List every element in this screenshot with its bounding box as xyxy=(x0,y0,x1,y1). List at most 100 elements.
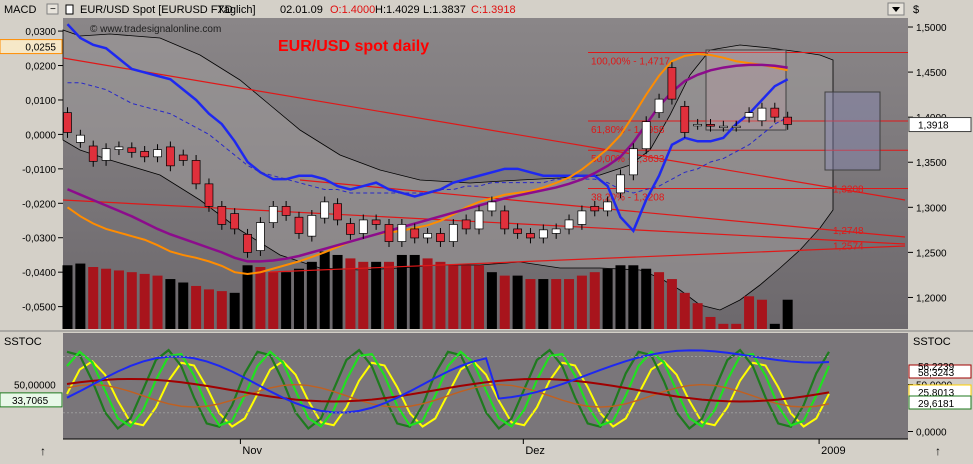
bull-candle xyxy=(538,229,548,239)
bear-candle xyxy=(243,233,252,253)
bear-candle xyxy=(783,116,793,125)
histogram-bar xyxy=(229,292,240,329)
histogram-bar xyxy=(731,323,742,329)
price-tick-label: 1,2500 xyxy=(916,248,947,259)
histogram-bar xyxy=(165,279,176,329)
bear-candle xyxy=(680,105,690,133)
price-tick-label: 1,5000 xyxy=(916,23,947,34)
bear-candle xyxy=(500,210,510,230)
histogram-bar xyxy=(62,265,73,329)
sstoc-lines xyxy=(66,348,831,431)
histogram-bar xyxy=(679,292,690,329)
sstoc-darkgreen-line xyxy=(66,348,830,431)
bear-candle xyxy=(204,183,214,207)
macd-tick-label: -0,0400 xyxy=(22,268,56,279)
bull-candle xyxy=(268,206,278,223)
price-axis-panel xyxy=(908,0,973,459)
price-tick-label: 1,4500 xyxy=(916,68,947,79)
collapse-button[interactable] xyxy=(46,3,59,15)
histogram-bar xyxy=(358,261,369,329)
histogram-bar xyxy=(448,265,459,329)
close-label: C:1.3918 xyxy=(471,4,516,16)
price-tick-label: 1,3000 xyxy=(916,203,947,214)
scroll-left-arrow-icon[interactable]: ↑ xyxy=(40,444,46,458)
bull-candle xyxy=(101,148,111,161)
sstoc-left-badge xyxy=(0,392,63,408)
sstoc-left-tick-label: 50,00000 xyxy=(14,381,56,392)
histogram-bar xyxy=(782,299,793,329)
sstoc-tick-label: 0,0000 xyxy=(916,427,947,438)
bear-candle xyxy=(667,67,677,100)
price-axis: 1,50001,45001,40001,35001,30001,25001,20… xyxy=(908,23,972,304)
histogram-bar xyxy=(564,279,575,329)
histogram-bar xyxy=(654,272,665,329)
fib-label: 100,00% - 1,4717 xyxy=(591,57,670,68)
fib-label: 50,00% - 1,3633 xyxy=(591,154,665,165)
histogram-bar xyxy=(512,275,523,329)
sstoc-left-badge-label: 33,7065 xyxy=(12,396,49,407)
sstoc-red-line xyxy=(66,377,830,403)
chart-title: EUR/USD spot daily xyxy=(278,38,429,55)
last-price-label: 1,3918 xyxy=(918,121,949,132)
bear-candle xyxy=(461,219,471,230)
trend-line xyxy=(299,179,906,238)
time-tick-label: Dez xyxy=(525,445,545,457)
bear-candle xyxy=(371,219,381,225)
histogram-bar xyxy=(744,296,755,329)
low-label: L:1.3837 xyxy=(423,4,466,16)
histogram-bar xyxy=(255,267,266,329)
watermark: © www.tradesignalonline.com xyxy=(90,24,221,35)
bear-candle xyxy=(217,206,227,225)
bull-candle xyxy=(641,121,651,150)
macd-tick-label: 0,0000 xyxy=(25,130,56,141)
histogram-bar xyxy=(422,258,433,329)
bull-candle xyxy=(654,98,664,114)
bear-candle xyxy=(88,145,98,162)
sstoc-hidden-badge-label: 56,2239 xyxy=(918,362,955,373)
bear-candle xyxy=(191,160,201,185)
open-label: O:1.4000 xyxy=(330,4,375,16)
histogram-bar xyxy=(589,272,600,329)
time-axis: Nov Dez 2009 xyxy=(239,439,846,457)
last-price-badge xyxy=(908,117,972,133)
bear-candle xyxy=(127,147,137,153)
bear-candle xyxy=(230,213,240,230)
period-label: Täglich] xyxy=(217,4,256,16)
histogram-bar xyxy=(113,270,124,329)
bull-candle xyxy=(448,224,458,242)
histogram-bar xyxy=(602,268,613,329)
histogram-bar xyxy=(242,265,253,329)
bull-candle xyxy=(744,112,754,118)
histogram-bar xyxy=(216,291,227,329)
histogram-bar xyxy=(88,267,99,329)
sstoc-right-badge-label: 29,6181 xyxy=(918,399,955,410)
fib-label: 38,20% - 1,3208 xyxy=(591,193,665,204)
sstoc-blue-line xyxy=(66,349,830,414)
bear-candle xyxy=(333,203,342,221)
candle-legend-icon xyxy=(65,4,74,15)
sstoc-right-badge xyxy=(908,395,972,410)
scroll-right-arrow-icon[interactable]: ↑ xyxy=(935,444,941,458)
histogram-bar xyxy=(551,279,562,329)
trend-line xyxy=(62,199,906,245)
bull-candle xyxy=(719,125,728,129)
bull-candle xyxy=(564,219,574,230)
bear-candle xyxy=(140,151,150,158)
bull-candle xyxy=(114,146,124,150)
sstoc-right-badge-label: 25,8013 xyxy=(918,388,955,399)
indicator-label: MACD xyxy=(4,4,36,16)
histogram-bar xyxy=(384,261,394,329)
sstoc-yellow-line xyxy=(66,360,830,428)
histogram-bar xyxy=(641,268,652,329)
macd-tick-label: -0,0100 xyxy=(22,165,56,176)
histogram-bar xyxy=(756,299,767,329)
signal-line xyxy=(67,82,788,194)
high-label: H:1.4029 xyxy=(375,4,420,16)
histogram-bar xyxy=(178,282,189,329)
macd-axis-panel xyxy=(0,18,63,329)
histogram-bar xyxy=(615,265,626,329)
histogram-bar xyxy=(306,261,317,329)
macd-histogram xyxy=(62,251,793,329)
bull-candle xyxy=(693,124,702,127)
histogram-bar xyxy=(769,323,780,329)
